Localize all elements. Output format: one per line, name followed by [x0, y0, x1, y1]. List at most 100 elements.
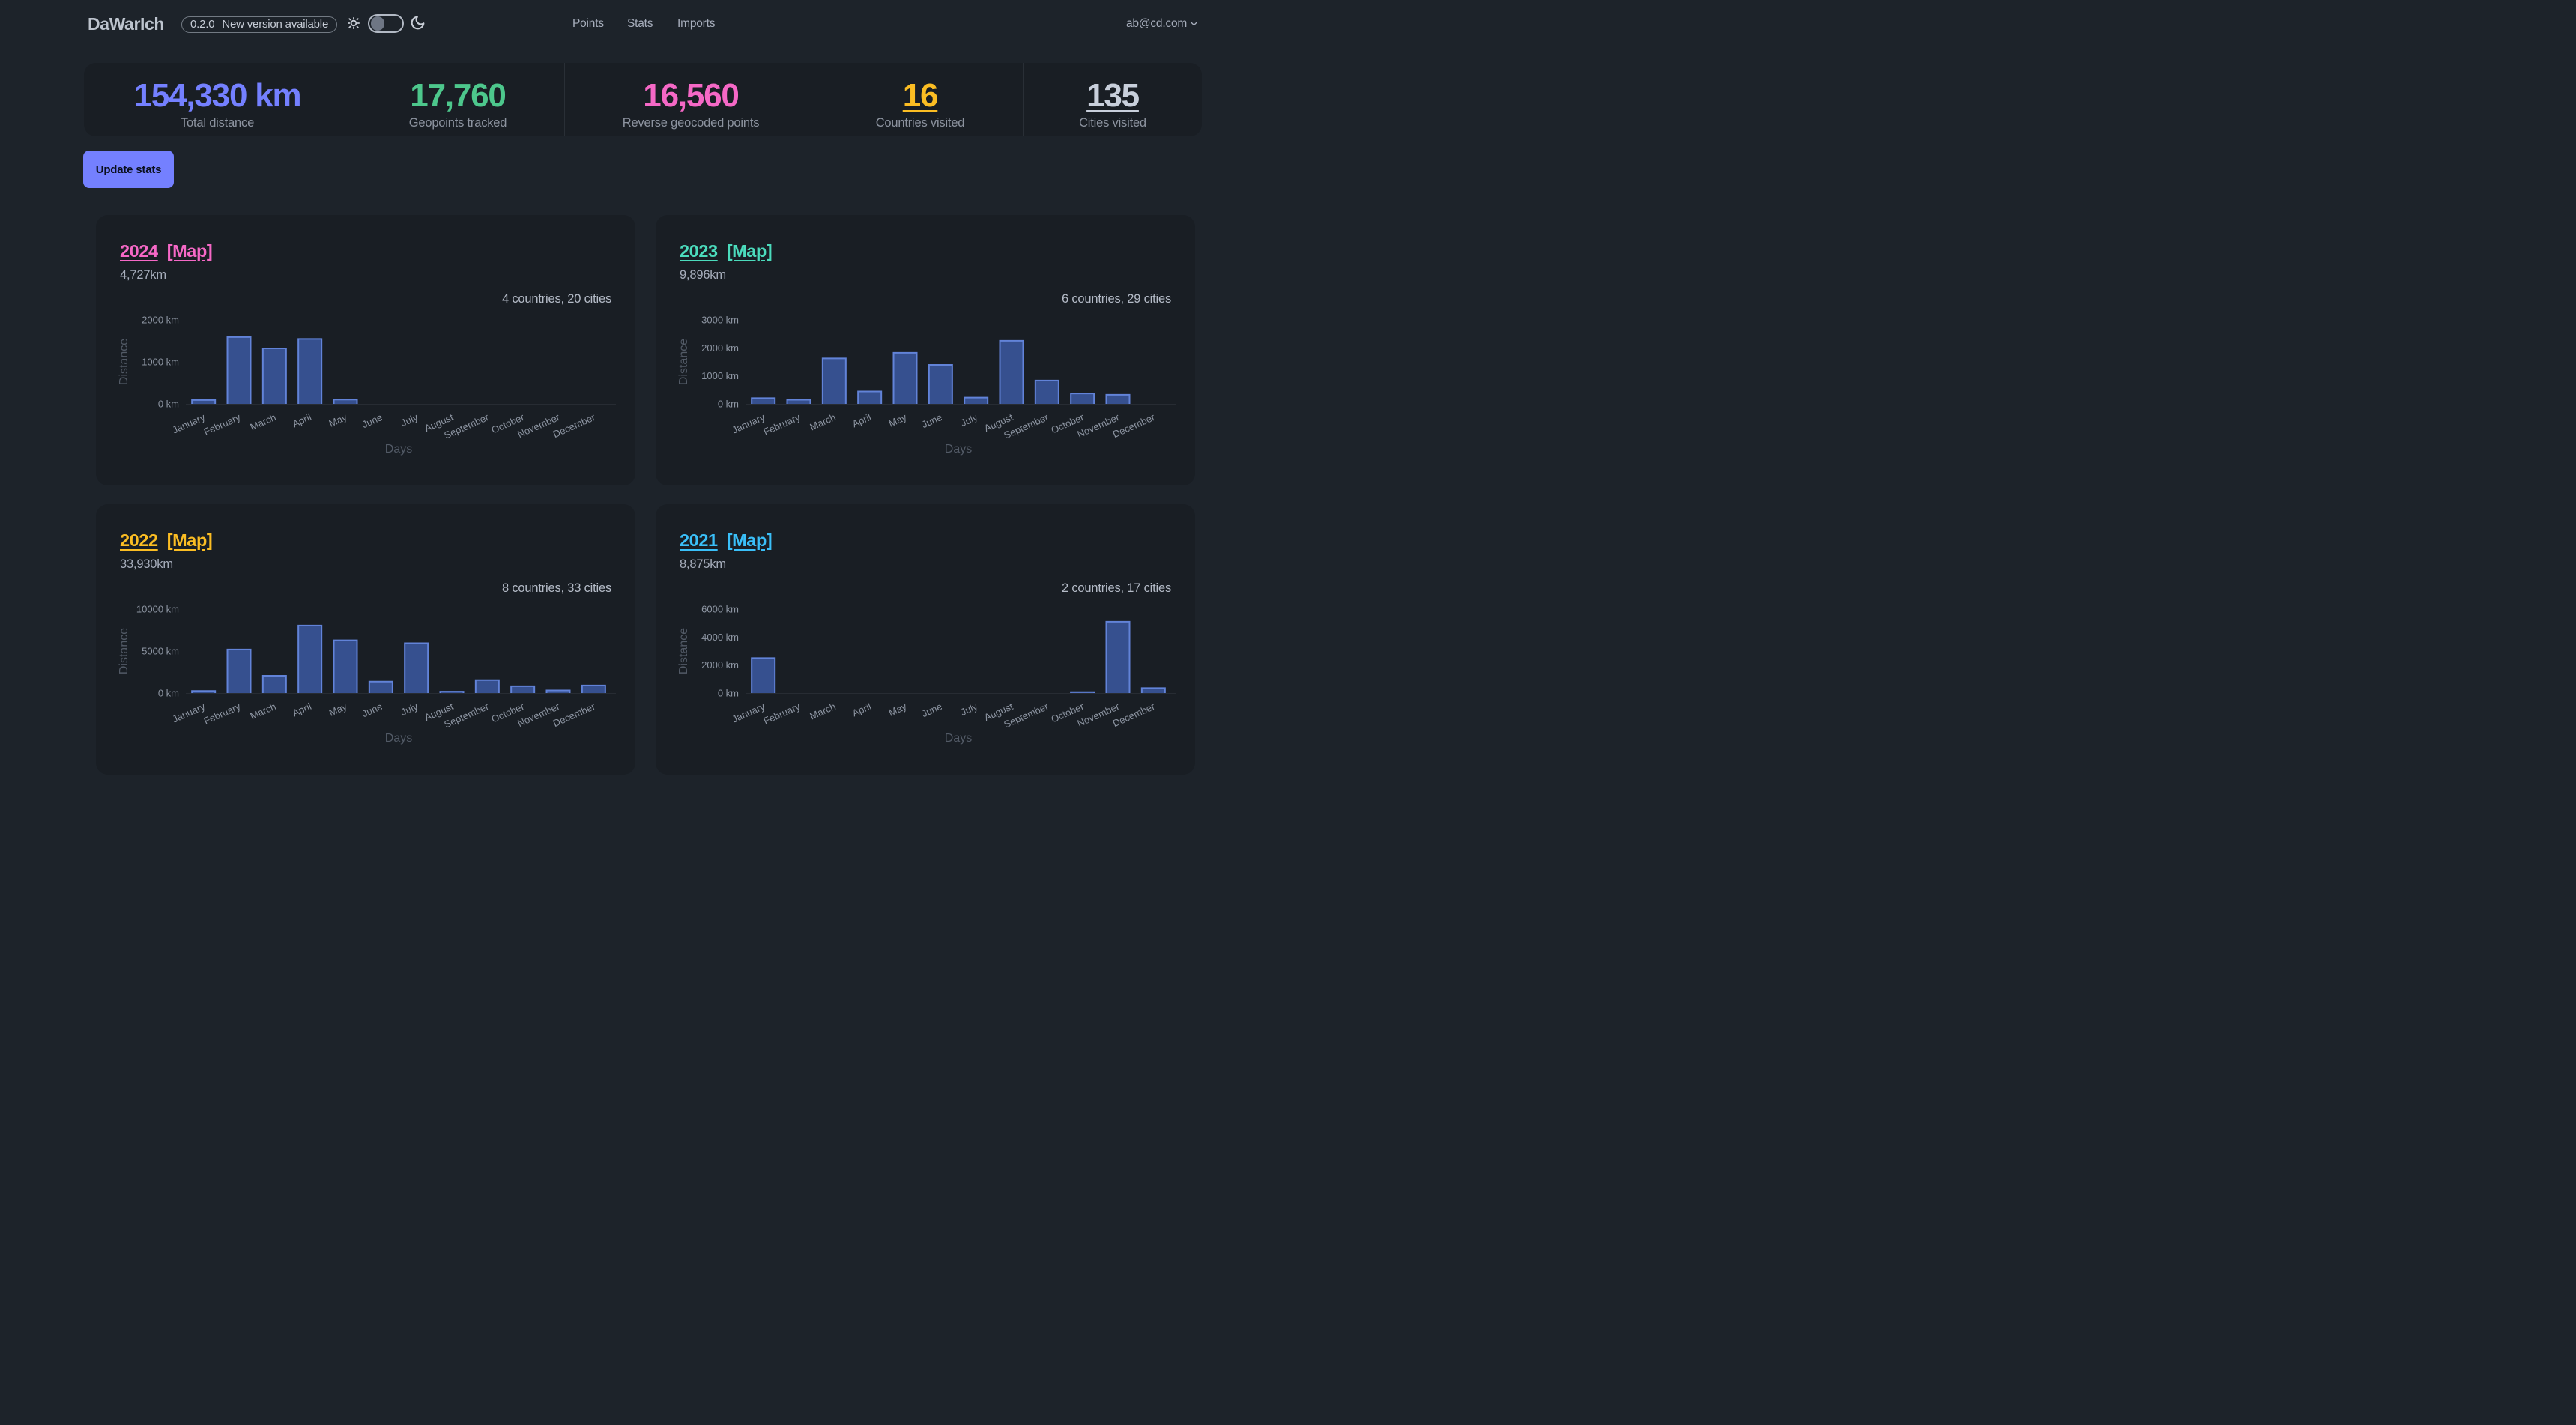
- y-axis-tick-label: 0 km: [718, 688, 739, 699]
- bar-border: [1070, 691, 1095, 693]
- moon-icon: [411, 16, 425, 30]
- bar-border: [545, 689, 571, 693]
- year-total-distance: 8,875km: [680, 557, 726, 571]
- year-total-distance: 4,727km: [120, 268, 166, 282]
- x-axis-tick-label: May: [327, 701, 349, 718]
- cities-visited-link[interactable]: 135: [1086, 77, 1140, 114]
- stat-total-distance: 154,330 km Total distance: [84, 63, 351, 136]
- bar: [1141, 688, 1165, 693]
- bar: [227, 336, 251, 404]
- bar: [752, 398, 775, 404]
- bar: [752, 658, 775, 693]
- map-link[interactable]: [Map]: [726, 240, 773, 261]
- map-link[interactable]: [Map]: [166, 240, 213, 261]
- bar: [298, 339, 322, 404]
- year-link[interactable]: 2021: [680, 530, 718, 550]
- year-summary: 2 countries, 17 cities: [1061, 581, 1171, 595]
- bar: [405, 643, 429, 693]
- stat-label: Cities visited: [1079, 116, 1146, 130]
- year-card-2024: 2024 [Map] 4,727km 4 countries, 20 cities…: [96, 215, 635, 485]
- bar-border: [751, 397, 776, 404]
- bar-border: [297, 624, 323, 693]
- bar-border: [857, 390, 883, 404]
- bar-border: [510, 685, 536, 693]
- y-axis-title: Distance: [677, 339, 690, 385]
- x-axis-tick-label: May: [887, 701, 909, 718]
- x-axis-tick-label: March: [248, 411, 277, 432]
- account-menu[interactable]: ab@cd.com: [1126, 16, 1188, 30]
- bar: [964, 397, 988, 404]
- bar: [298, 625, 322, 693]
- chevron-down-icon[interactable]: [1189, 19, 1199, 28]
- x-axis-tick-label: April: [850, 701, 873, 718]
- bar: [475, 680, 499, 693]
- x-axis-tick-label: June: [360, 411, 384, 430]
- y-axis-tick-label: 2000 km: [142, 315, 179, 326]
- bar-border: [1105, 620, 1131, 693]
- bar: [227, 649, 251, 693]
- year-link[interactable]: 2022: [120, 530, 158, 550]
- bar-border: [191, 690, 217, 693]
- bar-border: [474, 679, 500, 693]
- x-axis-tick-label: January: [171, 701, 208, 725]
- nav-item-points[interactable]: Points: [572, 16, 604, 30]
- bar-border: [191, 399, 217, 404]
- y-axis-title: Distance: [118, 628, 130, 674]
- app-logo[interactable]: DaWarIch: [88, 14, 165, 34]
- bar: [893, 352, 917, 404]
- bar: [333, 399, 357, 404]
- stat-label: Reverse geocoded points: [622, 116, 760, 130]
- x-axis-tick-label: April: [850, 411, 873, 429]
- y-axis-tick-label: 6000 km: [701, 604, 739, 615]
- x-axis-tick-label: January: [731, 701, 767, 725]
- theme-toggle[interactable]: [368, 13, 404, 33]
- year-link[interactable]: 2023: [680, 240, 718, 261]
- bar: [262, 348, 286, 404]
- x-axis-tick-label: July: [959, 701, 980, 718]
- year-link[interactable]: 2024: [120, 240, 158, 261]
- bar: [546, 690, 570, 693]
- bar-border: [261, 347, 287, 404]
- x-axis-title: Days: [945, 732, 972, 745]
- x-axis-tick-label: June: [360, 701, 384, 719]
- version-badge[interactable]: 0.2.0 New version available: [181, 16, 338, 33]
- y-axis-tick-label: 1000 km: [142, 357, 179, 368]
- x-axis-tick-label: July: [399, 411, 420, 429]
- bar-border: [751, 657, 776, 693]
- bar-chart-2021: 0 km 2000 km 4000 km 6000 km JanuaryFebruary…: [677, 604, 1176, 745]
- bar-border: [999, 339, 1024, 404]
- card-title: 2021 [Map]: [680, 530, 773, 550]
- stat-reverse-geocoded-points: 16,560 Reverse geocoded points: [564, 63, 817, 136]
- y-axis-title: Distance: [677, 628, 690, 674]
- stat-label: Countries visited: [875, 116, 965, 130]
- nav-item-imports[interactable]: Imports: [677, 16, 716, 30]
- bar: [192, 399, 216, 404]
- y-axis-tick-label: 0 km: [158, 399, 179, 410]
- bar: [192, 691, 216, 693]
- bar-border: [1140, 687, 1166, 693]
- map-link[interactable]: [Map]: [726, 530, 773, 550]
- x-axis-tick-label: July: [959, 411, 980, 429]
- stat-label: Geopoints tracked: [408, 116, 507, 130]
- update-stats-button[interactable]: Update stats: [83, 151, 174, 188]
- bar-border: [404, 642, 429, 693]
- year-total-distance: 9,896km: [680, 268, 726, 282]
- nav-item-stats[interactable]: Stats: [627, 16, 653, 30]
- x-axis-tick-label: July: [399, 701, 420, 718]
- year-total-distance: 33,930km: [120, 557, 173, 571]
- bar-border: [1105, 393, 1131, 404]
- countries-visited-link[interactable]: 16: [902, 77, 939, 114]
- bar-border: [226, 648, 252, 693]
- bar: [822, 358, 846, 404]
- x-axis-tick-label: February: [762, 701, 802, 727]
- y-axis-tick-label: 2000 km: [701, 659, 739, 671]
- x-axis-title: Days: [945, 443, 972, 456]
- map-link[interactable]: [Map]: [166, 530, 213, 550]
- bar-border: [581, 684, 606, 693]
- y-axis-tick-label: 10000 km: [136, 604, 179, 615]
- bar-border: [928, 363, 953, 404]
- bar-border: [368, 680, 393, 693]
- bar-border: [1034, 379, 1059, 404]
- bar-chart-2023: 0 km 1000 km 2000 km 3000 km JanuaryFebruary…: [677, 315, 1176, 456]
